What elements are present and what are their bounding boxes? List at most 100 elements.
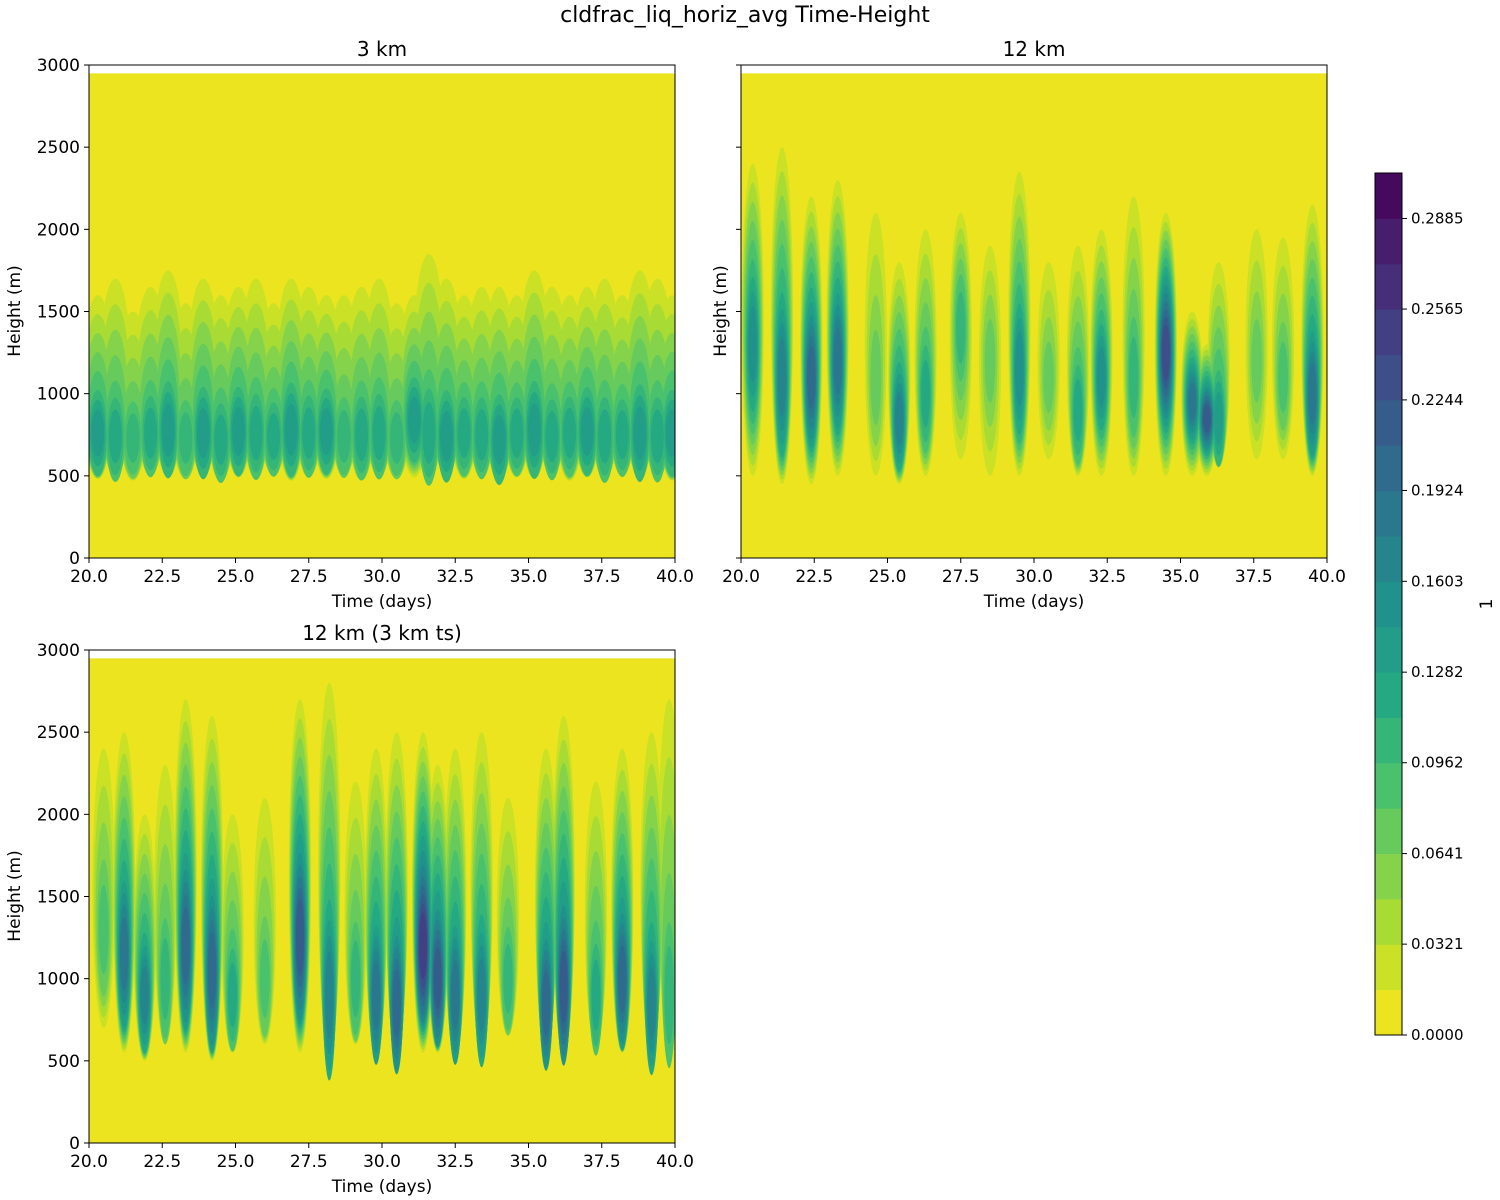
contour-level [160,937,170,1020]
contour-level [492,414,506,465]
colorbar-bin [1375,535,1402,582]
contour-level [302,407,316,459]
figure-title: cldfrac_liq_horiz_avg Time-Height [560,3,930,28]
x-tick-label: 40.0 [1308,567,1346,587]
x-tick-label: 37.5 [583,567,621,587]
colorbar-bin [1375,853,1402,900]
contour-level [407,396,421,444]
x-tick-label: 25.0 [869,567,907,587]
panel-12km-3km-ts: 12 km (3 km ts) Time (days) Height (m) 2… [5,621,694,1197]
contour-level [665,409,675,457]
contour-level [144,407,157,459]
contour-level [528,403,541,457]
colorbar-bin [1375,944,1402,991]
colorbar-bin [1375,445,1402,492]
contour-level [870,329,882,425]
colorbar-label: 1 [1477,599,1497,610]
x-tick-label: 22.5 [143,1152,181,1172]
contour-level [475,408,489,461]
contour-area [89,73,675,558]
x-tick-label: 35.0 [1162,567,1200,587]
contour-level [126,413,140,463]
contour-level [325,951,334,1039]
y-axis-label: Height (m) [5,265,25,356]
contour-level [1214,391,1223,445]
contour-level [650,409,664,464]
contour-level [389,412,404,464]
x-tick-label: 22.5 [795,567,833,587]
x-tick-label: 27.5 [290,1152,328,1172]
y-tick-label: 2500 [37,138,80,158]
contour-level [777,337,787,417]
contour-level [1015,331,1024,407]
x-tick-label: 40.0 [656,1152,694,1172]
contour-level [208,932,217,1009]
contour-level [1188,383,1197,421]
x-tick-label: 35.0 [510,567,548,587]
panel-3km: 3 km Time (days) Height (m) 20.0 22.5 25.0… [5,37,694,612]
contour-level [807,345,816,409]
contour-level [1251,319,1262,403]
contour-level [542,970,551,1036]
colorbar-tick-label: 0.1603 [1411,572,1464,590]
contour-level [1308,362,1317,425]
x-tick-label: 30.0 [363,567,401,587]
contour-level [1278,341,1288,413]
x-tick-label: 40.0 [656,567,694,587]
x-axis-label: Time (days) [331,592,432,612]
colorbar-tick-label: 0.2244 [1411,391,1464,409]
x-axis-label: Time (days) [331,1177,432,1197]
x-tick-label: 27.5 [290,567,328,587]
x-tick-label: 27.5 [942,567,980,587]
colorbar-tick-label: 0.0641 [1411,845,1464,863]
y-tick-label: 0 [69,549,80,569]
x-tick-label: 32.5 [1088,567,1126,587]
contour-level [618,945,627,1013]
contour-level [178,412,193,464]
x-tick-label: 32.5 [436,1152,474,1172]
y-tick-label: 1000 [37,385,80,405]
colorbar-bin [1375,808,1402,855]
y-tick-label: 2000 [37,805,80,825]
x-tick-label: 30.0 [1015,567,1053,587]
y-tick-label: 500 [48,1052,80,1072]
x-tick-label: 20.0 [722,567,760,587]
contour-level [748,306,757,383]
colorbar-bin [1375,717,1402,764]
contour-level [984,319,996,403]
contour-level [108,409,122,464]
contour-level [451,960,460,1030]
colorbar-tick-label: 0.0962 [1411,754,1464,772]
contour-level [895,392,904,445]
contour-level [140,966,149,1025]
y-tick-label: 1500 [37,888,80,908]
y-tick-label: 1000 [37,970,80,990]
contour-level [510,408,524,458]
contour-level [1097,347,1106,408]
y-tick-label: 1500 [37,303,80,323]
colorbar-bin [1375,898,1402,945]
contour-level [833,327,842,395]
x-tick-label: 25.0 [217,1152,255,1172]
contour-level [477,958,486,1032]
contour-level [433,947,442,1010]
x-tick-label: 25.0 [217,567,255,587]
contour-level [267,412,281,460]
contour-area [89,658,675,1143]
colorbar-bin [1375,581,1402,628]
contour-level [259,939,270,1019]
contour-area [741,73,1327,558]
contour-level [1161,324,1170,381]
x-tick-label: 37.5 [1235,567,1273,587]
contour-level [591,959,601,1031]
contour-level [457,408,471,459]
contour-level [214,414,228,465]
contour-level [956,291,966,364]
y-tick-label: 2500 [37,723,80,743]
contour-level [664,945,674,1045]
contour-level [422,402,436,464]
colorbar-bin [1375,672,1402,718]
colorbar-bin [1375,354,1402,401]
x-tick-label: 37.5 [583,1152,621,1172]
